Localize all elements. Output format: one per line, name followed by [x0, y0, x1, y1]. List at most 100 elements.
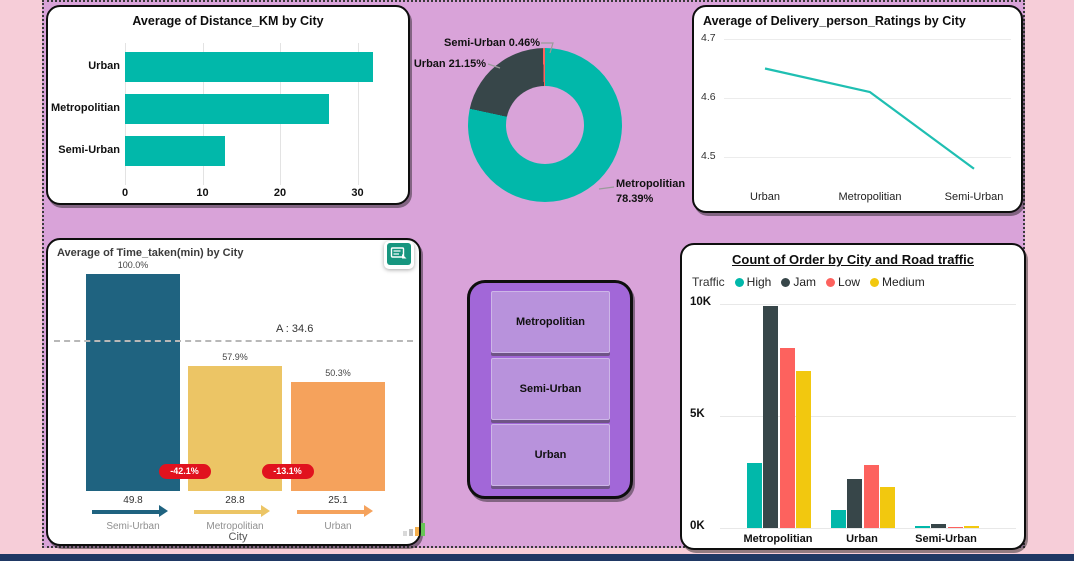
donut-label-metro-name: Metropolitian	[616, 178, 686, 190]
category-label-urban: Urban	[88, 60, 120, 72]
bar-metropolitian[interactable]	[125, 94, 329, 124]
legend-item-medium[interactable]: Medium	[870, 275, 925, 289]
bar-urban-high[interactable]	[831, 510, 846, 528]
x-tick-label: 20	[273, 187, 287, 199]
x-tick-label-metropolitian: Metropolitian	[743, 533, 813, 545]
bar-metropolitian-low[interactable]	[779, 347, 795, 528]
city-donut-chart: Semi-Urban 0.46% Urban 21.15% Metropolit…	[400, 20, 700, 220]
mini-bar-4	[421, 523, 425, 536]
legend-title: Traffic	[692, 275, 725, 289]
time-taken-chart-title: Average of Time_taken(min) by City	[57, 247, 244, 259]
bar-semi-urban[interactable]	[86, 274, 180, 491]
y-gridline	[720, 304, 1016, 305]
trend-arrow	[194, 510, 262, 514]
category-label-metropolitian: Metropolitian	[206, 521, 264, 532]
bar-metropolitian-jam[interactable]	[763, 306, 779, 528]
legend-label: Jam	[793, 275, 817, 289]
distance-chart-card: Average of Distance_KM by City 0 10 20 30 Ur…	[46, 5, 410, 205]
mini-bar-3	[415, 527, 419, 536]
trend-arrow	[92, 510, 160, 514]
bar-semi-urban-high[interactable]	[915, 525, 930, 528]
legend-item-high[interactable]: High	[734, 275, 772, 289]
mini-bar-chart-icon[interactable]	[403, 522, 427, 536]
bar-urban-low[interactable]	[863, 465, 879, 528]
category-label-semi-urban: Semi-Urban	[58, 144, 120, 156]
legend-dot-low	[826, 277, 836, 287]
y-gridline	[724, 39, 1011, 40]
legend-item-jam[interactable]: Jam	[781, 275, 816, 289]
arrow-head-icon	[364, 505, 373, 517]
bar-semi-urban[interactable]	[125, 136, 225, 166]
ratings-chart-card: Average of Delivery_person_Ratings by Ci…	[692, 5, 1023, 213]
value-label: 28.8	[225, 495, 245, 506]
ratings-plot-area: 4.7 4.6 4.5 Urban Metropolitian Semi-Urban	[694, 7, 1021, 211]
legend: Traffic High Jam Low Medium	[692, 275, 925, 289]
order-chart-title: Count of Order by City and Road traffic	[732, 252, 974, 267]
percent-label: 57.9%	[222, 351, 248, 362]
percent-label: 100.0%	[117, 260, 149, 270]
variance-badge: -13.1%	[261, 464, 314, 479]
bar-metropolitian-high[interactable]	[747, 463, 762, 528]
arrow-head-icon	[261, 505, 270, 517]
y-tick-label: 4.6	[701, 91, 716, 103]
time-taken-plot-area: 100.0% 49.8 Semi-Urban 57.9% 28.8 Metropoliti…	[48, 240, 419, 544]
donut-label-urban: Urban 21.15%	[413, 58, 486, 70]
x-tick-label: 0	[121, 187, 129, 199]
legend-label: Low	[838, 275, 861, 289]
donut-leader-lines	[487, 42, 615, 190]
x-gridline	[357, 43, 359, 185]
donut-label-metropolitian: Metropolitian 78.39%	[616, 177, 685, 207]
bar-semi-urban-medium[interactable]	[963, 525, 979, 528]
x-tick-label-semi-urban: Semi-Urban	[944, 191, 1004, 203]
bottom-bar	[0, 554, 1074, 561]
legend-dot-high	[734, 277, 744, 287]
arrow-head-icon	[159, 505, 168, 517]
donut-ring[interactable]	[468, 48, 622, 202]
average-line-label: A : 34.6	[276, 323, 314, 335]
bar-urban-medium[interactable]	[879, 486, 895, 528]
category-label-metropolitian: Metropolitian	[50, 102, 120, 114]
y-tick-label: 5K	[690, 408, 705, 420]
mini-bar-2	[409, 529, 413, 536]
donut-label-semi-urban: Semi-Urban 0.46%	[444, 37, 540, 49]
time-taken-chart-card: Average of Time_taken(min) by City A : 3…	[46, 238, 425, 546]
y-tick-label: 0K	[690, 520, 705, 532]
slicer-button-semi-urban[interactable]: Semi-Urban	[491, 358, 610, 420]
donut-hole	[506, 86, 584, 164]
x-axis-title: City	[228, 531, 248, 543]
x-tick-label: 10	[196, 187, 209, 199]
slicer-button-urban[interactable]: Urban	[491, 424, 610, 486]
mini-bar-1	[403, 531, 407, 536]
slicer-button-metropolitian[interactable]: Metropolitian	[491, 291, 610, 353]
donut-label-metro-percent: 78.39%	[616, 193, 654, 205]
category-label-urban: Urban	[324, 521, 352, 532]
bar-semi-urban-low[interactable]	[947, 527, 963, 528]
ratings-line[interactable]	[694, 7, 1020, 210]
legend-label: Medium	[882, 275, 925, 289]
legend-item-low[interactable]: Low	[826, 275, 860, 289]
ratings-chart-title: Average of Delivery_person_Ratings by Ci…	[703, 14, 966, 28]
comment-note-icon	[387, 243, 411, 265]
bar-urban-jam[interactable]	[847, 478, 863, 528]
bar-metropolitian-medium[interactable]	[795, 371, 811, 528]
distance-plot-area: 0 10 20 30 Urban Metropolitian Semi-Urban	[48, 7, 408, 203]
x-tick-label-urban: Urban	[750, 191, 780, 203]
order-count-chart-card: Count of Order by City and Road traffic …	[680, 243, 1026, 550]
average-reference-line	[54, 340, 413, 342]
bar-urban[interactable]	[125, 52, 373, 82]
trend-arrow	[297, 510, 365, 514]
y-gridline	[724, 98, 1011, 99]
y-tick-label: 10K	[690, 296, 712, 308]
category-label-semi-urban: Semi-Urban	[106, 521, 160, 532]
legend-dot-jam	[781, 277, 791, 287]
legend-dot-medium	[870, 277, 880, 287]
order-plot-area: 10K 5K 0K Metropolitian Urban Semi-Urban	[682, 245, 1024, 548]
comment-icon[interactable]	[384, 241, 414, 269]
city-slicer: Metropolitian Semi-Urban Urban	[467, 280, 633, 499]
legend-label: High	[746, 275, 772, 289]
x-tick-label-metropolitian: Metropolitian	[838, 191, 902, 203]
y-gridline	[720, 416, 1016, 417]
x-tick-label-semi-urban: Semi-Urban	[915, 533, 977, 545]
bar-semi-urban-jam[interactable]	[931, 523, 947, 528]
y-gridline	[724, 157, 1011, 158]
